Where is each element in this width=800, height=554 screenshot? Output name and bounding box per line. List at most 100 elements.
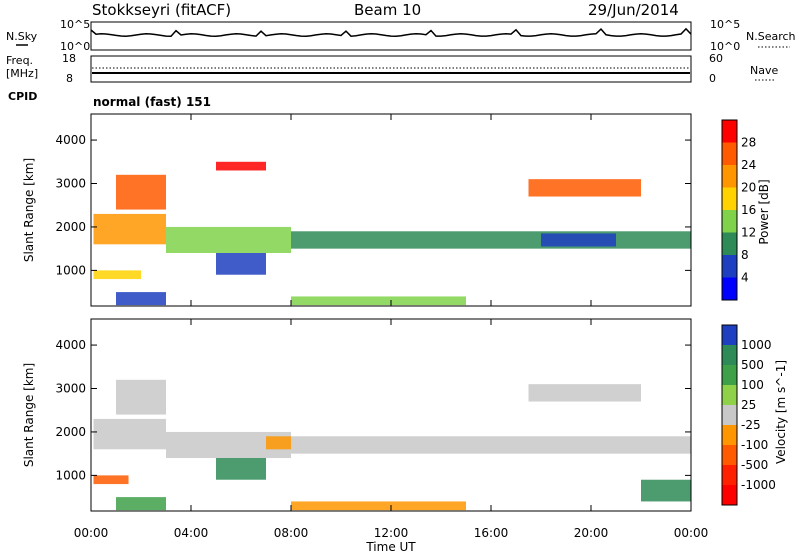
velocity-y-label: Slant Range [km]: [22, 363, 36, 467]
time-tick-label: 08:00: [274, 526, 309, 540]
colorbar-tick-label: 20: [741, 181, 756, 195]
colorbar-tick-label: 25: [741, 398, 756, 412]
colorbar-segment: [722, 165, 737, 188]
y-tick-label: 1000: [55, 263, 86, 277]
heatmap-cell: [93, 475, 129, 485]
y-tick-label: 1000: [55, 468, 86, 482]
power-colorbar-label: Power [dB]: [757, 179, 771, 244]
power-panel: [90, 113, 692, 307]
colorbar-segment: [722, 485, 737, 505]
colorbar-tick-label: -500: [741, 458, 768, 472]
y-tick-label: 2000: [55, 220, 86, 234]
velocity-colorbar: 1000 500 100 25 -25 -100 -500 -1000: [721, 324, 776, 506]
y-tick-label: 3000: [55, 382, 86, 396]
noise-right-tick-bottom: 10^0: [710, 40, 740, 53]
colorbar-tick-label: 500: [741, 358, 764, 372]
velocity-panel: [90, 318, 692, 512]
colorbar-tick-label: 8: [741, 248, 749, 262]
colorbar-tick-label: 4: [741, 271, 749, 285]
heatmap-cell: [116, 379, 166, 415]
colorbar-frame: [721, 324, 738, 506]
colorbar-segment: [722, 385, 737, 405]
heatmap-cell: [166, 226, 291, 254]
time-tick-label: 20:00: [574, 526, 609, 540]
heatmap-cell: [291, 436, 691, 454]
noise-left-label: N.Sky: [6, 30, 38, 43]
freq-left-label: Freq.: [6, 54, 33, 67]
heatmap-cell: [291, 501, 466, 511]
colorbar-segment: [722, 232, 737, 255]
cpid-text: normal (fast) 151: [93, 95, 211, 109]
freq-left-tick-bottom: 8: [66, 72, 73, 85]
velocity-axes: 4000 3000 2000 1000: [55, 338, 691, 482]
colorbar-segment: [722, 210, 737, 233]
heatmap-cell: [93, 270, 141, 280]
freq-right-tick-bottom: 0: [709, 72, 716, 85]
freq-left-unit: [MHz]: [6, 67, 38, 80]
noise-left-tick-top: 10^5: [60, 18, 90, 31]
time-axis-label: Time UT: [365, 540, 416, 554]
heatmap-cell: [266, 436, 291, 450]
colorbar-segment: [722, 142, 737, 165]
heatmap-cell: [291, 231, 691, 249]
time-axis: 00:00 04:00 08:00 12:00 16:00 20:00 00:00: [74, 114, 708, 540]
radar-title: Stokkseyri (fitACF): [92, 1, 231, 19]
noise-right-tick-top: 10^5: [710, 18, 740, 31]
power-heatmap-cells: [93, 161, 691, 306]
noise-left-tick-bottom: 10^0: [60, 40, 90, 53]
power-axes: 4000 3000 2000 1000: [55, 133, 691, 277]
y-tick-label: 4000: [55, 338, 86, 352]
colorbar-tick-label: 100: [741, 378, 764, 392]
colorbar-segment: [722, 345, 737, 365]
time-tick-label: 00:00: [74, 526, 109, 540]
heatmap-cell: [216, 253, 266, 275]
colorbar-tick-label: 16: [741, 203, 756, 217]
velocity-heatmap-cells: [93, 379, 691, 511]
freq-panel: [90, 55, 692, 83]
colorbar-segment: [722, 325, 737, 345]
heatmap-cell: [528, 179, 641, 197]
colorbar-frame: [721, 119, 738, 301]
heatmap-cell: [641, 479, 691, 502]
date-label: 29/Jun/2014: [588, 1, 679, 19]
velocity-colorbar-label: Velocity [m s^-1]: [774, 360, 788, 464]
colorbar-segment: [722, 405, 737, 425]
colorbar-tick-label: 28: [741, 136, 756, 150]
colorbar-segment: [722, 255, 737, 278]
heatmap-cell: [116, 292, 166, 306]
heatmap-cell: [216, 161, 266, 171]
noise-panel: [90, 21, 692, 51]
colorbar-tick-label: -1000: [741, 478, 776, 492]
y-tick-label: 3000: [55, 177, 86, 191]
y-tick-label: 4000: [55, 133, 86, 147]
noise-right-label: N.Search: [746, 30, 796, 43]
colorbar-segment: [722, 187, 737, 210]
heatmap-cell: [93, 213, 166, 245]
time-tick-label: 16:00: [474, 526, 509, 540]
heatmap-cell: [93, 418, 166, 450]
heatmap-cell: [528, 384, 641, 402]
colorbar-segment: [722, 425, 737, 445]
freq-right-label: Nave: [750, 64, 778, 77]
colorbar-segment: [722, 445, 737, 465]
heatmap-cell: [541, 233, 616, 247]
colorbar-tick-label: -25: [741, 418, 761, 432]
heatmap-cell: [116, 174, 166, 210]
heatmap-cell: [291, 296, 466, 306]
colorbar-segment: [722, 465, 737, 485]
freq-left-tick-top: 18: [62, 52, 76, 65]
cpid-label: CPID: [8, 90, 37, 103]
colorbar-tick-label: 12: [741, 226, 756, 240]
y-tick-label: 2000: [55, 425, 86, 439]
power-colorbar: 28 24 20 16 12 8 4: [721, 119, 756, 301]
noise-sky-trace: [90, 27, 692, 37]
time-tick-label: 04:00: [174, 526, 209, 540]
freq-right-tick-top: 60: [709, 52, 723, 65]
beam-label: Beam 10: [354, 1, 421, 19]
colorbar-segment: [722, 120, 737, 143]
time-tick-label: 12:00: [374, 526, 409, 540]
heatmap-cell: [216, 458, 266, 480]
colorbar-tick-label: -100: [741, 438, 768, 452]
power-y-label: Slant Range [km]: [22, 158, 36, 262]
